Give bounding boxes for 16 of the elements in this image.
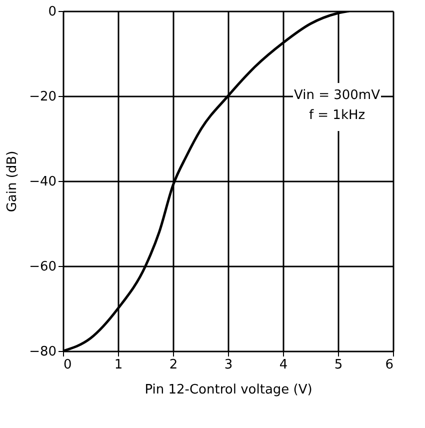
x-tick-label: 2 <box>169 358 178 372</box>
y-tick-label: −80 <box>29 344 56 360</box>
x-axis-title: Pin 12-Control voltage (V) <box>144 382 312 398</box>
y-tick-label: −40 <box>29 174 56 190</box>
y-tick-label: −20 <box>29 90 56 104</box>
x-tick-label: 1 <box>114 358 123 372</box>
annotation: f = 1kHz <box>308 108 366 123</box>
x-tick-label: 3 <box>224 358 233 372</box>
annotation: Vin = 300mV <box>294 88 380 103</box>
y-axis-title: Gain (dB) <box>5 150 20 212</box>
x-tick-label: 0 <box>64 358 72 372</box>
x-tick-label: 5 <box>334 358 343 372</box>
x-tick-label: 4 <box>279 358 288 372</box>
y-tick-label: −60 <box>29 260 56 274</box>
x-tick-label: 6 <box>385 358 394 372</box>
y-tick-label: 0 <box>48 4 56 20</box>
